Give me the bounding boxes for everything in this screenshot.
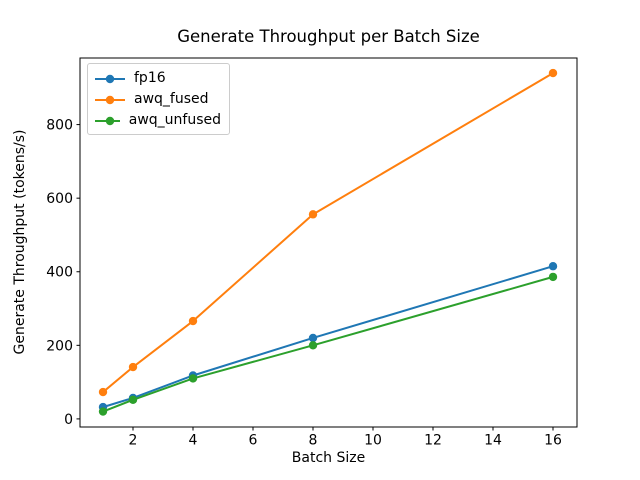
- y-tick-label: 200: [46, 338, 73, 354]
- plot-border: [79, 57, 578, 428]
- data-point-fp16: [308, 333, 318, 343]
- data-point-awq_fused: [98, 387, 108, 397]
- x-axis-label: Batch Size: [291, 450, 366, 466]
- legend-line-sample: [95, 95, 125, 104]
- legend-label-fp16: fp16: [134, 70, 166, 86]
- y-tick-label: 0: [64, 412, 73, 428]
- series-line-awq_unfused: [102, 275, 555, 413]
- legend-label-awq_unfused: awq_unfused: [128, 112, 221, 128]
- y-axis-label: Generate Throughput (tokens/s): [12, 129, 28, 355]
- x-tick-label: 4: [189, 433, 198, 449]
- legend-sample-marker: [105, 74, 115, 83]
- legend: fp16 awq_fused awq_unfused: [87, 63, 230, 135]
- x-tick-label: 12: [424, 433, 442, 449]
- data-point-awq_fused: [128, 362, 138, 372]
- legend-item-awq_unfused: awq_unfused: [95, 110, 221, 131]
- x-tick-label: 10: [364, 433, 382, 449]
- legend-sample-marker: [105, 116, 115, 125]
- data-point-awq_fused: [188, 316, 198, 326]
- data-point-fp16: [548, 262, 558, 271]
- x-tick-label: 2: [129, 433, 138, 449]
- legend-label-awq_fused: awq_fused: [134, 91, 209, 107]
- legend-item-awq_fused: awq_fused: [95, 89, 221, 110]
- x-tick-label: 8: [309, 433, 318, 449]
- x-tick-label: 14: [484, 433, 502, 449]
- data-point-awq_unfused: [128, 395, 138, 404]
- legend-item-fp16: fp16: [95, 68, 221, 89]
- legend-sample-marker: [105, 95, 115, 104]
- data-point-awq_unfused: [308, 341, 318, 350]
- data-point-awq_unfused: [548, 272, 558, 282]
- legend-line-sample: [95, 74, 125, 83]
- legend-line-sample: [95, 116, 120, 125]
- y-tick-label: 800: [46, 118, 73, 134]
- y-tick-label: 400: [46, 265, 73, 281]
- y-tick-label: 600: [46, 191, 73, 207]
- data-point-awq_fused: [548, 68, 558, 78]
- data-point-awq_unfused: [98, 407, 108, 416]
- chart-title: Generate Throughput per Batch Size: [177, 27, 480, 46]
- x-tick-label: 6: [249, 433, 258, 449]
- data-point-awq_unfused: [188, 374, 198, 383]
- data-point-awq_fused: [308, 210, 318, 219]
- x-tick-label: 16: [544, 433, 562, 449]
